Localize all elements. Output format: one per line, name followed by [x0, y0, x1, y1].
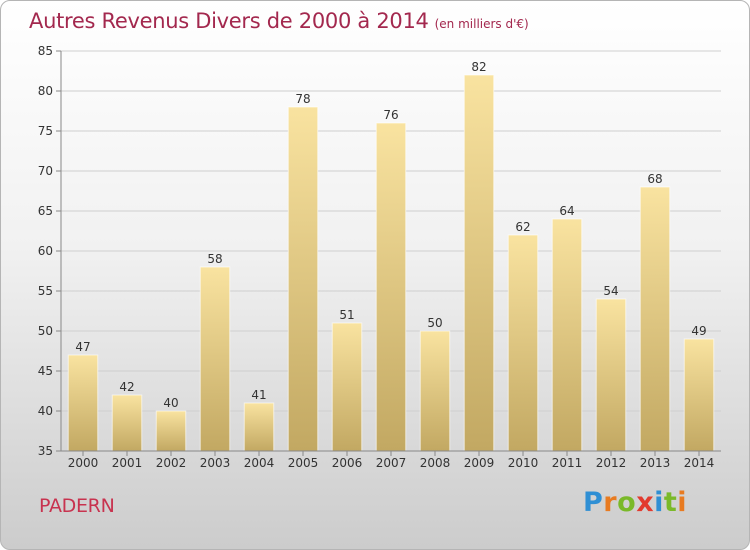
proxiti-logo[interactable]: Proxiti: [583, 487, 687, 518]
chart-title-block: Autres Revenus Divers de 2000 à 2014 (en …: [29, 9, 529, 33]
logo-letter: i: [654, 487, 664, 518]
x-tick-label-2003: 2003: [200, 456, 231, 470]
logo-letter: i: [677, 487, 688, 518]
logo-letter: r: [603, 487, 618, 518]
x-tick-label-2008: 2008: [420, 456, 451, 470]
chart-subtitle: (en milliers d'€): [434, 17, 529, 31]
x-tick-label-2010: 2010: [508, 456, 539, 470]
logo-letter: o: [617, 487, 637, 518]
y-tick-label: 80: [38, 84, 53, 98]
x-tick-label-2007: 2007: [376, 456, 407, 470]
data-label-2002: 40: [163, 396, 178, 410]
y-tick-label: 70: [38, 164, 53, 178]
x-tick-label-2000: 2000: [68, 456, 99, 470]
x-tick-label-2002: 2002: [156, 456, 187, 470]
y-tick-label: 55: [38, 284, 53, 298]
chart-title: Autres Revenus Divers de 2000 à 2014: [29, 9, 429, 33]
data-label-2005: 78: [295, 92, 310, 106]
data-label-2013: 68: [647, 172, 662, 186]
x-tick-label-2011: 2011: [552, 456, 583, 470]
y-tick-label: 50: [38, 324, 53, 338]
logo-letter: t: [663, 487, 678, 518]
bar-2008: [419, 330, 451, 452]
x-tick-label-2006: 2006: [332, 456, 363, 470]
y-tick-label: 65: [38, 204, 53, 218]
data-label-2007: 76: [383, 108, 398, 122]
bar-2000: [67, 354, 99, 452]
data-label-2003: 58: [207, 252, 222, 266]
bar-2014: [683, 338, 715, 452]
y-tick-label: 45: [38, 364, 53, 378]
bar-2013: [639, 186, 671, 452]
x-tick-label-2005: 2005: [288, 456, 319, 470]
x-tick-label-2004: 2004: [244, 456, 275, 470]
bar-2002: [155, 410, 187, 452]
x-tick-label-2009: 2009: [464, 456, 495, 470]
y-tick-label: 60: [38, 244, 53, 258]
data-label-2014: 49: [691, 324, 706, 338]
x-tick-label-2001: 2001: [112, 456, 143, 470]
data-label-2009: 82: [471, 60, 486, 74]
bar-2010: [507, 234, 539, 452]
y-tick-label: 40: [38, 404, 53, 418]
logo-letter: P: [583, 487, 604, 518]
y-tick-label: 35: [38, 444, 53, 458]
bar-2004: [243, 402, 275, 452]
bar-2006: [331, 322, 363, 452]
data-label-2001: 42: [119, 380, 134, 394]
data-label-2004: 41: [251, 388, 266, 402]
x-tick-label-2013: 2013: [640, 456, 671, 470]
bar-2003: [199, 266, 231, 452]
y-tick-label: 75: [38, 124, 53, 138]
data-label-2008: 50: [427, 316, 442, 330]
data-label-2011: 64: [559, 204, 574, 218]
place-name: PADERN: [39, 495, 115, 517]
data-label-2010: 62: [515, 220, 530, 234]
bar-2005: [287, 106, 319, 452]
logo-letter: x: [636, 487, 655, 518]
y-tick-label: 85: [38, 44, 53, 58]
bar-2009: [463, 74, 495, 452]
bar-2007: [375, 122, 407, 452]
data-label-2012: 54: [603, 284, 618, 298]
bar-2012: [595, 298, 627, 452]
bar-2011: [551, 218, 583, 452]
data-label-2006: 51: [339, 308, 354, 322]
x-tick-label-2014: 2014: [684, 456, 715, 470]
data-label-2000: 47: [75, 340, 90, 354]
bar-2001: [111, 394, 143, 452]
x-tick-label-2012: 2012: [596, 456, 627, 470]
